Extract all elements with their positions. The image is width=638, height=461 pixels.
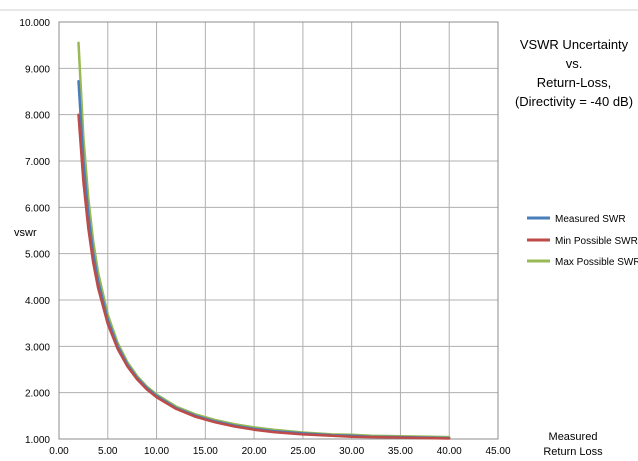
- x-tick-label: 40.00: [437, 446, 462, 457]
- series-line-min-possible-swr: [77, 113, 451, 440]
- x-tick-label: 30.00: [339, 446, 364, 457]
- y-tick-label: 1.000: [25, 435, 50, 446]
- y-tick-label: 6.000: [25, 203, 50, 214]
- y-tick-label: 5.000: [25, 250, 50, 261]
- legend-label-max-possible-swr: Max Possible SWR: [555, 257, 638, 268]
- grid-lines: [58, 21, 499, 440]
- chart-title-line-1: VSWR Uncertainty: [520, 37, 629, 52]
- y-tick-label: 10.000: [19, 18, 50, 29]
- x-tick-label: 0.00: [49, 446, 69, 457]
- legend-label-min-possible-swr: Min Possible SWR: [555, 236, 638, 247]
- x-tick-label: 20.00: [242, 446, 267, 457]
- x-tick-label: 5.00: [98, 446, 118, 457]
- y-tick-label: 2.000: [25, 389, 50, 400]
- y-tick-label: 7.000: [25, 157, 50, 168]
- y-tick-label: 3.000: [25, 342, 50, 353]
- x-axis-label-line-2: Return Loss: [543, 446, 603, 458]
- y-tick-label: 9.000: [25, 64, 50, 75]
- x-axis-label-line-1: Measured: [549, 431, 598, 443]
- x-tick-label: 10.00: [144, 446, 169, 457]
- x-tick-label: 35.00: [388, 446, 413, 457]
- plot-area-border: [58, 21, 499, 440]
- chart-title-line-2: vs.: [566, 56, 583, 71]
- legend-label-measured-swr: Measured SWR: [555, 214, 626, 225]
- series-line-max-possible-swr: [77, 41, 451, 439]
- chart-title-line-4: (Directivity = -40 dB): [515, 94, 633, 109]
- tick-labels: 1.000 2.000 3.000 4.000 5.000 6.000 7.000 8.000…: [19, 18, 511, 457]
- x-tick-label: 25.00: [290, 446, 315, 457]
- chart-title-line-3: Return-Loss,: [537, 75, 611, 90]
- series-line-measured-swr: [77, 80, 451, 440]
- y-tick-label: 8.000: [25, 111, 50, 122]
- y-tick-label: 4.000: [25, 296, 50, 307]
- x-tick-label: 45.00: [485, 446, 510, 457]
- series-layer: [77, 41, 451, 440]
- y-axis-label: vswr: [14, 227, 37, 239]
- x-tick-label: 15.00: [193, 446, 218, 457]
- legend: Measured SWR Min Possible SWR Max Possib…: [527, 214, 638, 268]
